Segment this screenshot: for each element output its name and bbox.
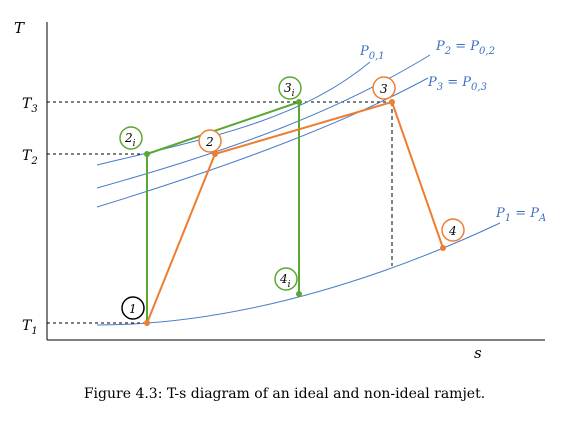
state-point-2i [144,151,150,157]
isobar-p3 [96,77,429,208]
y-axis-label: T [14,19,25,37]
isobar-p01 [96,61,371,166]
state-point-1 [144,320,150,326]
state-marker-3: 3 [372,76,396,100]
state-label-2i: 2i [124,131,136,149]
state-point-3 [389,99,395,105]
state-marker-3i: 3i [278,76,302,100]
ideal-cycle-path [146,100,300,323]
isobar-label-p2: P2 = P0,2 [435,39,495,57]
state-point-2 [212,151,218,157]
state-label-4: 4 [448,224,457,238]
tick-label-t3: T3 [22,96,38,115]
tick-label-t2: T2 [22,148,38,167]
x-axis-label: s [474,344,482,362]
figure-caption: Figure 4.3: T-s diagram of an ideal and … [83,386,486,402]
state-point-3i [296,99,302,105]
state-label-3: 3 [380,82,388,96]
tick-label-t1: T1 [22,318,38,337]
non-ideal-cycle-path [146,100,444,324]
state-marker-2i: 2i [119,126,143,150]
state-marker-4: 4 [441,218,465,242]
isobar-label-p1: P1 = PA [495,206,546,224]
state-label-4i: 4i [279,272,291,290]
state-label-2: 2 [205,135,214,149]
isobar-label-p3: P3 = P0,3 [427,75,487,93]
state-point-4i [296,291,302,297]
state-marker-4i: 4i [274,267,298,291]
isobar-label-p01: P0,1 [359,44,385,62]
state-marker-2: 2 [198,129,222,153]
state-label-3i: 3i [284,81,295,99]
state-point-4 [440,245,446,251]
isobar-p1 [96,222,501,326]
state-label-1: 1 [129,302,137,316]
state-marker-1: 1 [121,296,145,320]
isobar-p2 [96,54,431,189]
